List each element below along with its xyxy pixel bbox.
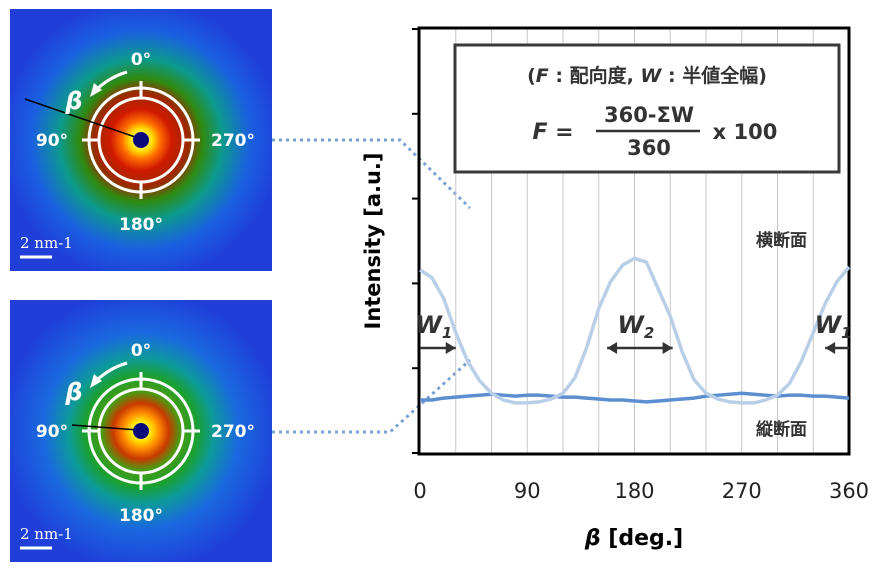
x-axis-label: β [deg.] bbox=[584, 526, 683, 551]
formula-multiplier: x 100 bbox=[713, 120, 778, 144]
series-line-longitudinal bbox=[419, 256, 851, 405]
width-label: W2 bbox=[617, 311, 654, 342]
angle-label-0: 0° bbox=[131, 50, 151, 70]
series-label-transverse: 横断面 bbox=[756, 230, 807, 251]
diffraction-image: 0° 90° 270° 180° β 2 nm-1 bbox=[10, 300, 272, 562]
width-marker-layer: W1 W2 W1 bbox=[415, 311, 852, 354]
series-label-longitudinal: 縦断面 bbox=[756, 419, 807, 440]
x-tick-label: 0 bbox=[413, 479, 426, 503]
diffraction-pattern-transverse: 0° 90° 270° 180° β 2 nm-1 bbox=[10, 9, 272, 271]
beta-arrowhead-icon bbox=[90, 83, 102, 97]
beta-label: β bbox=[64, 87, 82, 115]
beta-label: β bbox=[64, 378, 82, 406]
width-arrowhead-icon bbox=[607, 342, 618, 354]
formula-box-frame bbox=[453, 43, 841, 174]
connector-transverse bbox=[272, 138, 472, 210]
x-tick-label: 90 bbox=[514, 479, 541, 503]
formula-box: (F : 配向度, W : 半値全幅) F = 360-ΣW 360 x 100 bbox=[453, 43, 841, 174]
x-tick-label: 270 bbox=[722, 479, 762, 503]
diffraction-image: 0° 90° 270° 180° β 2 nm-1 bbox=[10, 9, 272, 271]
x-tick-label-layer: 0 90 180 270 360 bbox=[413, 479, 869, 503]
scale-bar-label: 2 nm-1 bbox=[20, 234, 73, 252]
beam-stop-arm bbox=[71, 424, 139, 431]
width-arrowhead-icon bbox=[662, 342, 673, 354]
series-layer bbox=[419, 256, 851, 405]
connector-longitudinal bbox=[272, 358, 472, 434]
angle-label-180: 180° bbox=[119, 215, 163, 235]
beam-stop bbox=[133, 132, 149, 148]
angle-label-0: 0° bbox=[131, 341, 151, 361]
angle-label-270: 270° bbox=[211, 131, 255, 151]
beam-stop bbox=[133, 423, 149, 439]
y-tick-layer bbox=[412, 28, 420, 454]
width-label: W1 bbox=[415, 311, 452, 342]
scale-bar-label: 2 nm-1 bbox=[20, 525, 73, 543]
diffraction-pattern-longitudinal: 0° 90° 270° 180° β 2 nm-1 bbox=[10, 300, 272, 562]
y-axis-label: Intensity [a.u.] bbox=[361, 152, 385, 329]
beta-arrowhead-icon bbox=[90, 374, 102, 388]
x-tick-label: 360 bbox=[829, 479, 869, 503]
width-label: W1 bbox=[815, 311, 852, 342]
beta-arrow-icon bbox=[95, 361, 128, 382]
formula-definition: (F : 配向度, W : 半値全幅) bbox=[527, 64, 767, 87]
angle-label-90: 90° bbox=[36, 131, 68, 151]
beta-arrow-icon bbox=[95, 70, 128, 91]
width-arrowhead-icon bbox=[445, 342, 456, 354]
beam-stop-arm bbox=[24, 98, 139, 139]
angle-label-270: 270° bbox=[211, 422, 255, 442]
formula-lhs: F = bbox=[532, 120, 573, 145]
x-tick-label: 180 bbox=[614, 479, 654, 503]
angle-label-180: 180° bbox=[119, 506, 163, 526]
angle-label-90: 90° bbox=[36, 422, 68, 442]
width-arrowhead-icon bbox=[825, 342, 836, 354]
formula-numerator: 360-ΣW bbox=[604, 103, 694, 127]
plot-frame bbox=[417, 26, 851, 456]
formula-denominator: 360 bbox=[627, 136, 671, 160]
